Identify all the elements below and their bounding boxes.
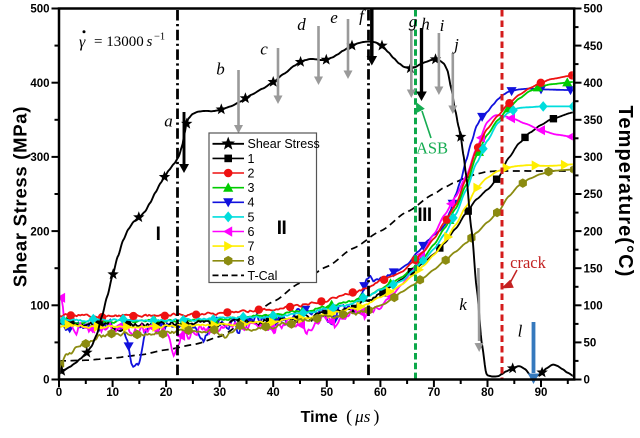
svg-text:350: 350 [584, 115, 603, 127]
svg-text:90: 90 [535, 387, 548, 399]
svg-text:Shear Stress: Shear Stress [248, 137, 320, 151]
svg-text:−1: −1 [154, 32, 165, 43]
svg-text:b: b [216, 60, 225, 79]
svg-text:150: 150 [584, 263, 603, 275]
svg-text:I: I [156, 224, 161, 245]
svg-text:8: 8 [248, 254, 255, 268]
svg-text:2: 2 [248, 166, 255, 180]
svg-text:200: 200 [584, 226, 603, 238]
svg-text:1: 1 [248, 152, 255, 166]
svg-text:III: III [417, 205, 432, 226]
svg-text:100: 100 [30, 301, 49, 313]
svg-text:40: 40 [267, 387, 280, 399]
svg-text:crack: crack [510, 253, 546, 272]
svg-text:0: 0 [43, 375, 49, 387]
svg-text:Temperature(°C): Temperature(°C) [614, 106, 636, 278]
svg-text:70: 70 [428, 387, 441, 399]
svg-text:300: 300 [30, 152, 49, 164]
svg-text:d: d [297, 15, 306, 34]
svg-text:400: 400 [584, 78, 603, 90]
svg-text:s: s [147, 34, 153, 50]
svg-text:5: 5 [248, 210, 255, 224]
svg-text:60: 60 [374, 387, 387, 399]
svg-text:10: 10 [106, 387, 119, 399]
svg-text:400: 400 [30, 78, 49, 90]
svg-text:c: c [260, 40, 268, 59]
svg-text:h: h [421, 15, 430, 34]
svg-text:Time (μs): Time (μs) [301, 406, 380, 427]
svg-text:f: f [359, 7, 366, 26]
svg-text:50: 50 [320, 387, 333, 399]
svg-text:0: 0 [584, 375, 590, 387]
svg-text:50: 50 [584, 338, 597, 350]
svg-text:450: 450 [584, 41, 603, 53]
svg-text:i: i [440, 16, 445, 35]
svg-text:3: 3 [248, 181, 255, 195]
svg-text:0: 0 [56, 387, 62, 399]
svg-text:4: 4 [248, 196, 255, 210]
svg-text:20: 20 [160, 387, 173, 399]
svg-text:30: 30 [213, 387, 226, 399]
svg-text:j: j [452, 35, 459, 54]
svg-text:500: 500 [30, 4, 49, 16]
svg-text:Shear Stress (MPa): Shear Stress (MPa) [10, 106, 31, 287]
svg-text:II: II [277, 218, 287, 239]
svg-text:T-Cal: T-Cal [248, 269, 278, 283]
svg-text:= 13000: = 13000 [94, 34, 144, 50]
svg-text:l: l [518, 322, 523, 341]
svg-text:a: a [164, 112, 173, 131]
svg-text:6: 6 [248, 225, 255, 239]
svg-text:e: e [330, 8, 338, 27]
svg-text:500: 500 [584, 4, 603, 16]
svg-text:ASB: ASB [416, 139, 448, 158]
svg-text:k: k [459, 295, 467, 314]
svg-text:g: g [409, 12, 418, 31]
svg-text:80: 80 [481, 387, 494, 399]
svg-text:100: 100 [584, 301, 603, 313]
svg-text:250: 250 [584, 189, 603, 201]
svg-text:7: 7 [248, 240, 255, 254]
svg-text:γ: γ [79, 34, 86, 51]
svg-text:300: 300 [584, 152, 603, 164]
svg-text:200: 200 [30, 226, 49, 238]
